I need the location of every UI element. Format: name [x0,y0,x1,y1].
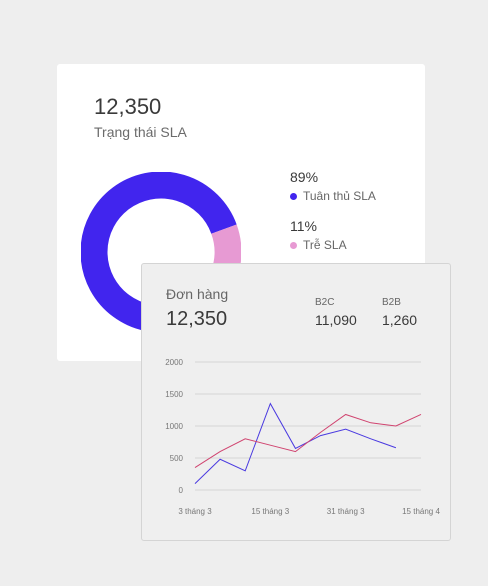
orders-total: 12,350 [166,308,228,330]
orders-line-chart: 2000 1500 1000 500 0 3 tháng 3 15 tháng 3 31 t… [165,358,440,516]
y-tick-label: 1500 [165,390,183,399]
legend-label: Tuân thủ SLA [303,189,376,203]
y-tick-label: 0 [179,486,184,495]
y-tick-label: 1000 [165,422,183,431]
stat-label: B2C [315,297,335,308]
stat-value: 1,260 [382,312,418,328]
x-tick-label: 31 tháng 3 [327,507,365,516]
orders-card: Đơn hàng 12,350 B2C 11,090 B2B 1,260 200… [141,263,451,541]
stat-b2c: B2C 11,090 [315,297,357,328]
legend-percent: 11% [290,218,317,234]
y-tick-label: 500 [170,454,184,463]
legend-item-compliant: 89% Tuân thủ SLA [290,169,376,203]
stat-b2b: B2B 1,260 [382,297,417,328]
y-tick-label: 2000 [165,358,183,367]
x-tick-label: 15 tháng 3 [251,507,289,516]
x-tick-label: 15 tháng 4 [402,507,440,516]
series-line-b2c [194,402,397,484]
sla-title: Trạng thái SLA [94,124,187,140]
orders-title: Đơn hàng [166,286,229,302]
legend-label: Trễ SLA [303,238,347,252]
series-line-b2b [194,413,422,469]
x-tick-label: 3 tháng 3 [178,507,212,516]
sla-total: 12,350 [94,94,162,119]
stat-label: B2B [382,297,401,308]
stat-value: 11,090 [315,312,357,328]
legend-dot [290,241,297,249]
legend-percent: 89% [290,169,319,185]
legend-dot [290,192,297,200]
legend-item-late: 11% Trễ SLA [290,218,347,252]
